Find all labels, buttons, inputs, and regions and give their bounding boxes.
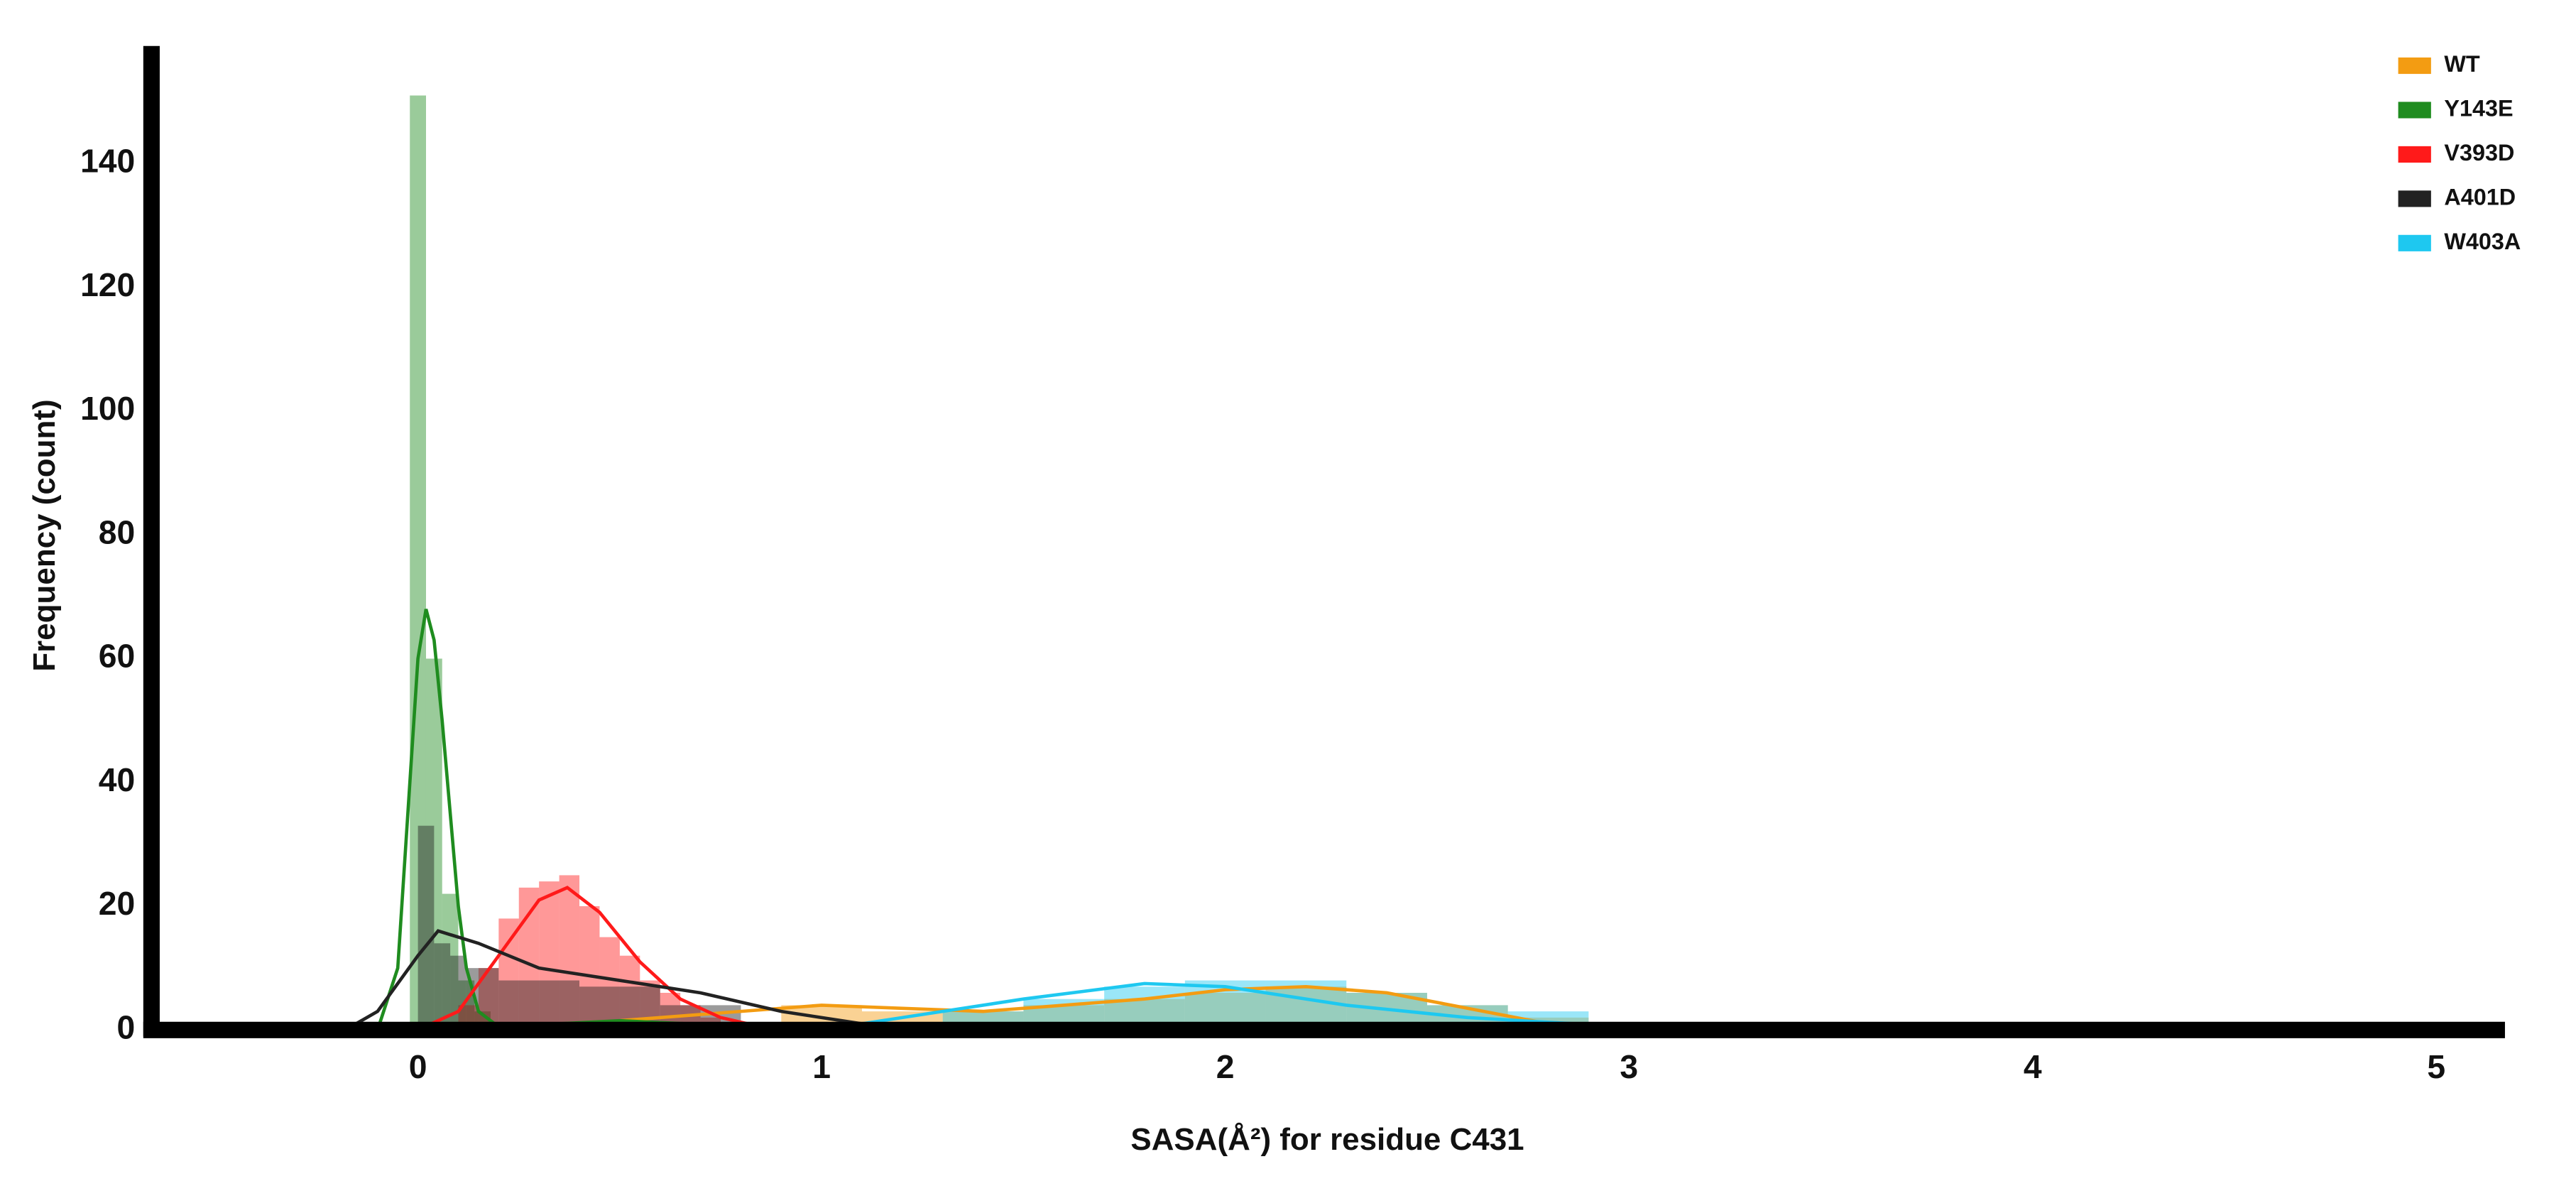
histogram-bar xyxy=(599,937,620,1030)
histogram-bar xyxy=(434,943,451,1030)
x-tick-label: 5 xyxy=(2427,1048,2445,1085)
kde-line xyxy=(417,886,782,1032)
histogram-bar xyxy=(498,980,580,1030)
legend-label: A401D xyxy=(2444,184,2516,210)
histogram-bar xyxy=(539,881,560,1030)
x-tick-label: 1 xyxy=(812,1048,831,1085)
x-axis-label: SASA(Å²) for residue C431 xyxy=(1130,1122,1524,1157)
histogram-bar xyxy=(417,825,435,1030)
y-tick-label: 60 xyxy=(99,638,135,675)
y-tick-label: 20 xyxy=(99,885,135,922)
histogram-bar xyxy=(498,918,519,1030)
legend-label: V393D xyxy=(2444,140,2514,165)
y-tick-label: 100 xyxy=(80,390,135,427)
y-tick-label: 140 xyxy=(80,143,135,180)
histogram-bar xyxy=(442,893,459,1030)
y-tick-label: 40 xyxy=(99,761,135,798)
histogram-bar xyxy=(450,955,466,1030)
legend-swatch xyxy=(2398,57,2431,75)
y-tick-label: 0 xyxy=(117,1008,136,1045)
legend-swatch xyxy=(2398,146,2431,163)
y-tick-label: 120 xyxy=(80,266,135,303)
x-tick-label: 0 xyxy=(409,1048,427,1085)
histogram-bar xyxy=(410,95,426,1030)
y-axis-label: Frequency (count) xyxy=(27,399,62,671)
legend-label: W403A xyxy=(2444,229,2521,254)
legend-label: WT xyxy=(2444,51,2480,77)
y-tick-label: 80 xyxy=(99,513,135,550)
x-tick-label: 4 xyxy=(2024,1048,2042,1085)
histogram-bar xyxy=(559,875,580,1030)
histogram-bar xyxy=(425,658,442,1030)
histogram-bar xyxy=(619,955,640,1030)
x-tick-label: 3 xyxy=(1620,1048,1638,1085)
legend-swatch xyxy=(2398,190,2431,207)
histogram-bar xyxy=(579,905,600,1030)
legend-swatch xyxy=(2398,102,2431,119)
kde-line xyxy=(619,984,1630,1032)
x-tick-label: 2 xyxy=(1216,1048,1235,1085)
legend-swatch xyxy=(2398,234,2431,251)
kde-line xyxy=(344,929,943,1032)
legend-label: Y143E xyxy=(2444,96,2513,121)
